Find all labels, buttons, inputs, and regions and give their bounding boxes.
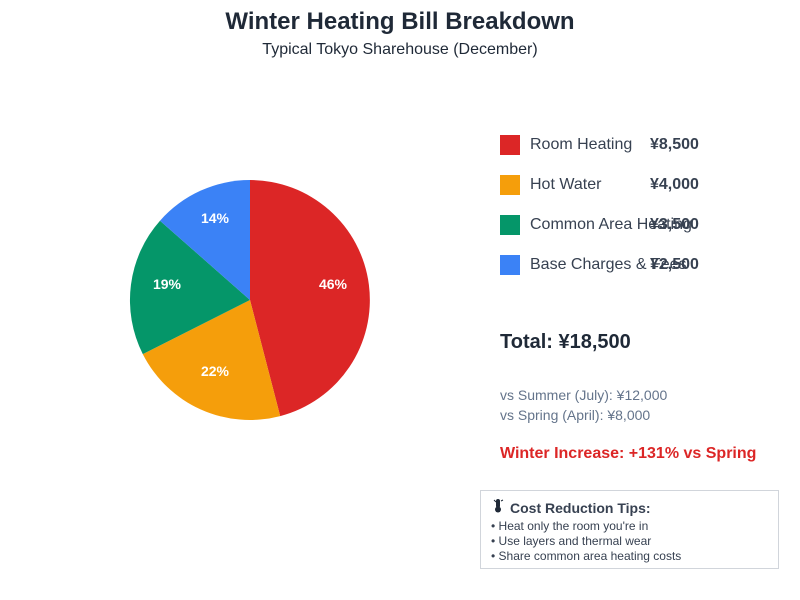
legend-label: Common Area Heating [530,216,692,233]
legend-label: Base Charges & Fees [530,256,687,273]
comparison-spring: vs Spring (April): ¥8,000 [500,407,651,423]
winter-increase: Winter Increase: +131% vs Spring [500,445,757,462]
comparison-summer: vs Summer (July): ¥12,000 [500,387,668,403]
tips-title-text: Cost Reduction Tips: [510,500,651,516]
pie-label-common-area-heating: 19% [153,276,182,292]
legend-value: ¥4,000 [650,176,699,193]
legend-swatch [500,255,520,275]
chart-title: Winter Heating Bill Breakdown [225,8,575,35]
legend-value: ¥8,500 [650,136,699,153]
tip-item: • Share common area heating costs [491,549,682,563]
legend-label: Room Heating [530,136,633,153]
pie-slice-base-charges [160,180,250,300]
legend-swatch [500,215,520,235]
legend-label: Hot Water [530,176,602,193]
tip-item: • Use layers and thermal wear [491,534,652,548]
pie-slice-room-heating [250,180,370,417]
legend-value: ¥3,500 [650,216,699,233]
legend-value: ¥2,500 [650,256,699,273]
pie-label-hot-water: 22% [201,363,230,379]
tips-title: Cost Reduction Tips: [492,498,651,516]
cost-reduction-tips-box: Cost Reduction Tips: • Heat only the roo… [480,490,779,569]
chart-subtitle: Typical Tokyo Sharehouse (December) [262,41,538,58]
pie-slice-hot-water [142,300,281,420]
legend-swatch [500,135,520,155]
pie-label-room-heating: 46% [319,276,348,292]
total-amount: Total: ¥18,500 [500,331,631,353]
pie-slice-common-area-heating [129,220,250,355]
thermometer-icon [492,498,506,516]
legend-swatch [500,175,520,195]
pie-label-base-charges: 14% [201,210,230,226]
tip-item: • Heat only the room you're in [491,519,649,533]
